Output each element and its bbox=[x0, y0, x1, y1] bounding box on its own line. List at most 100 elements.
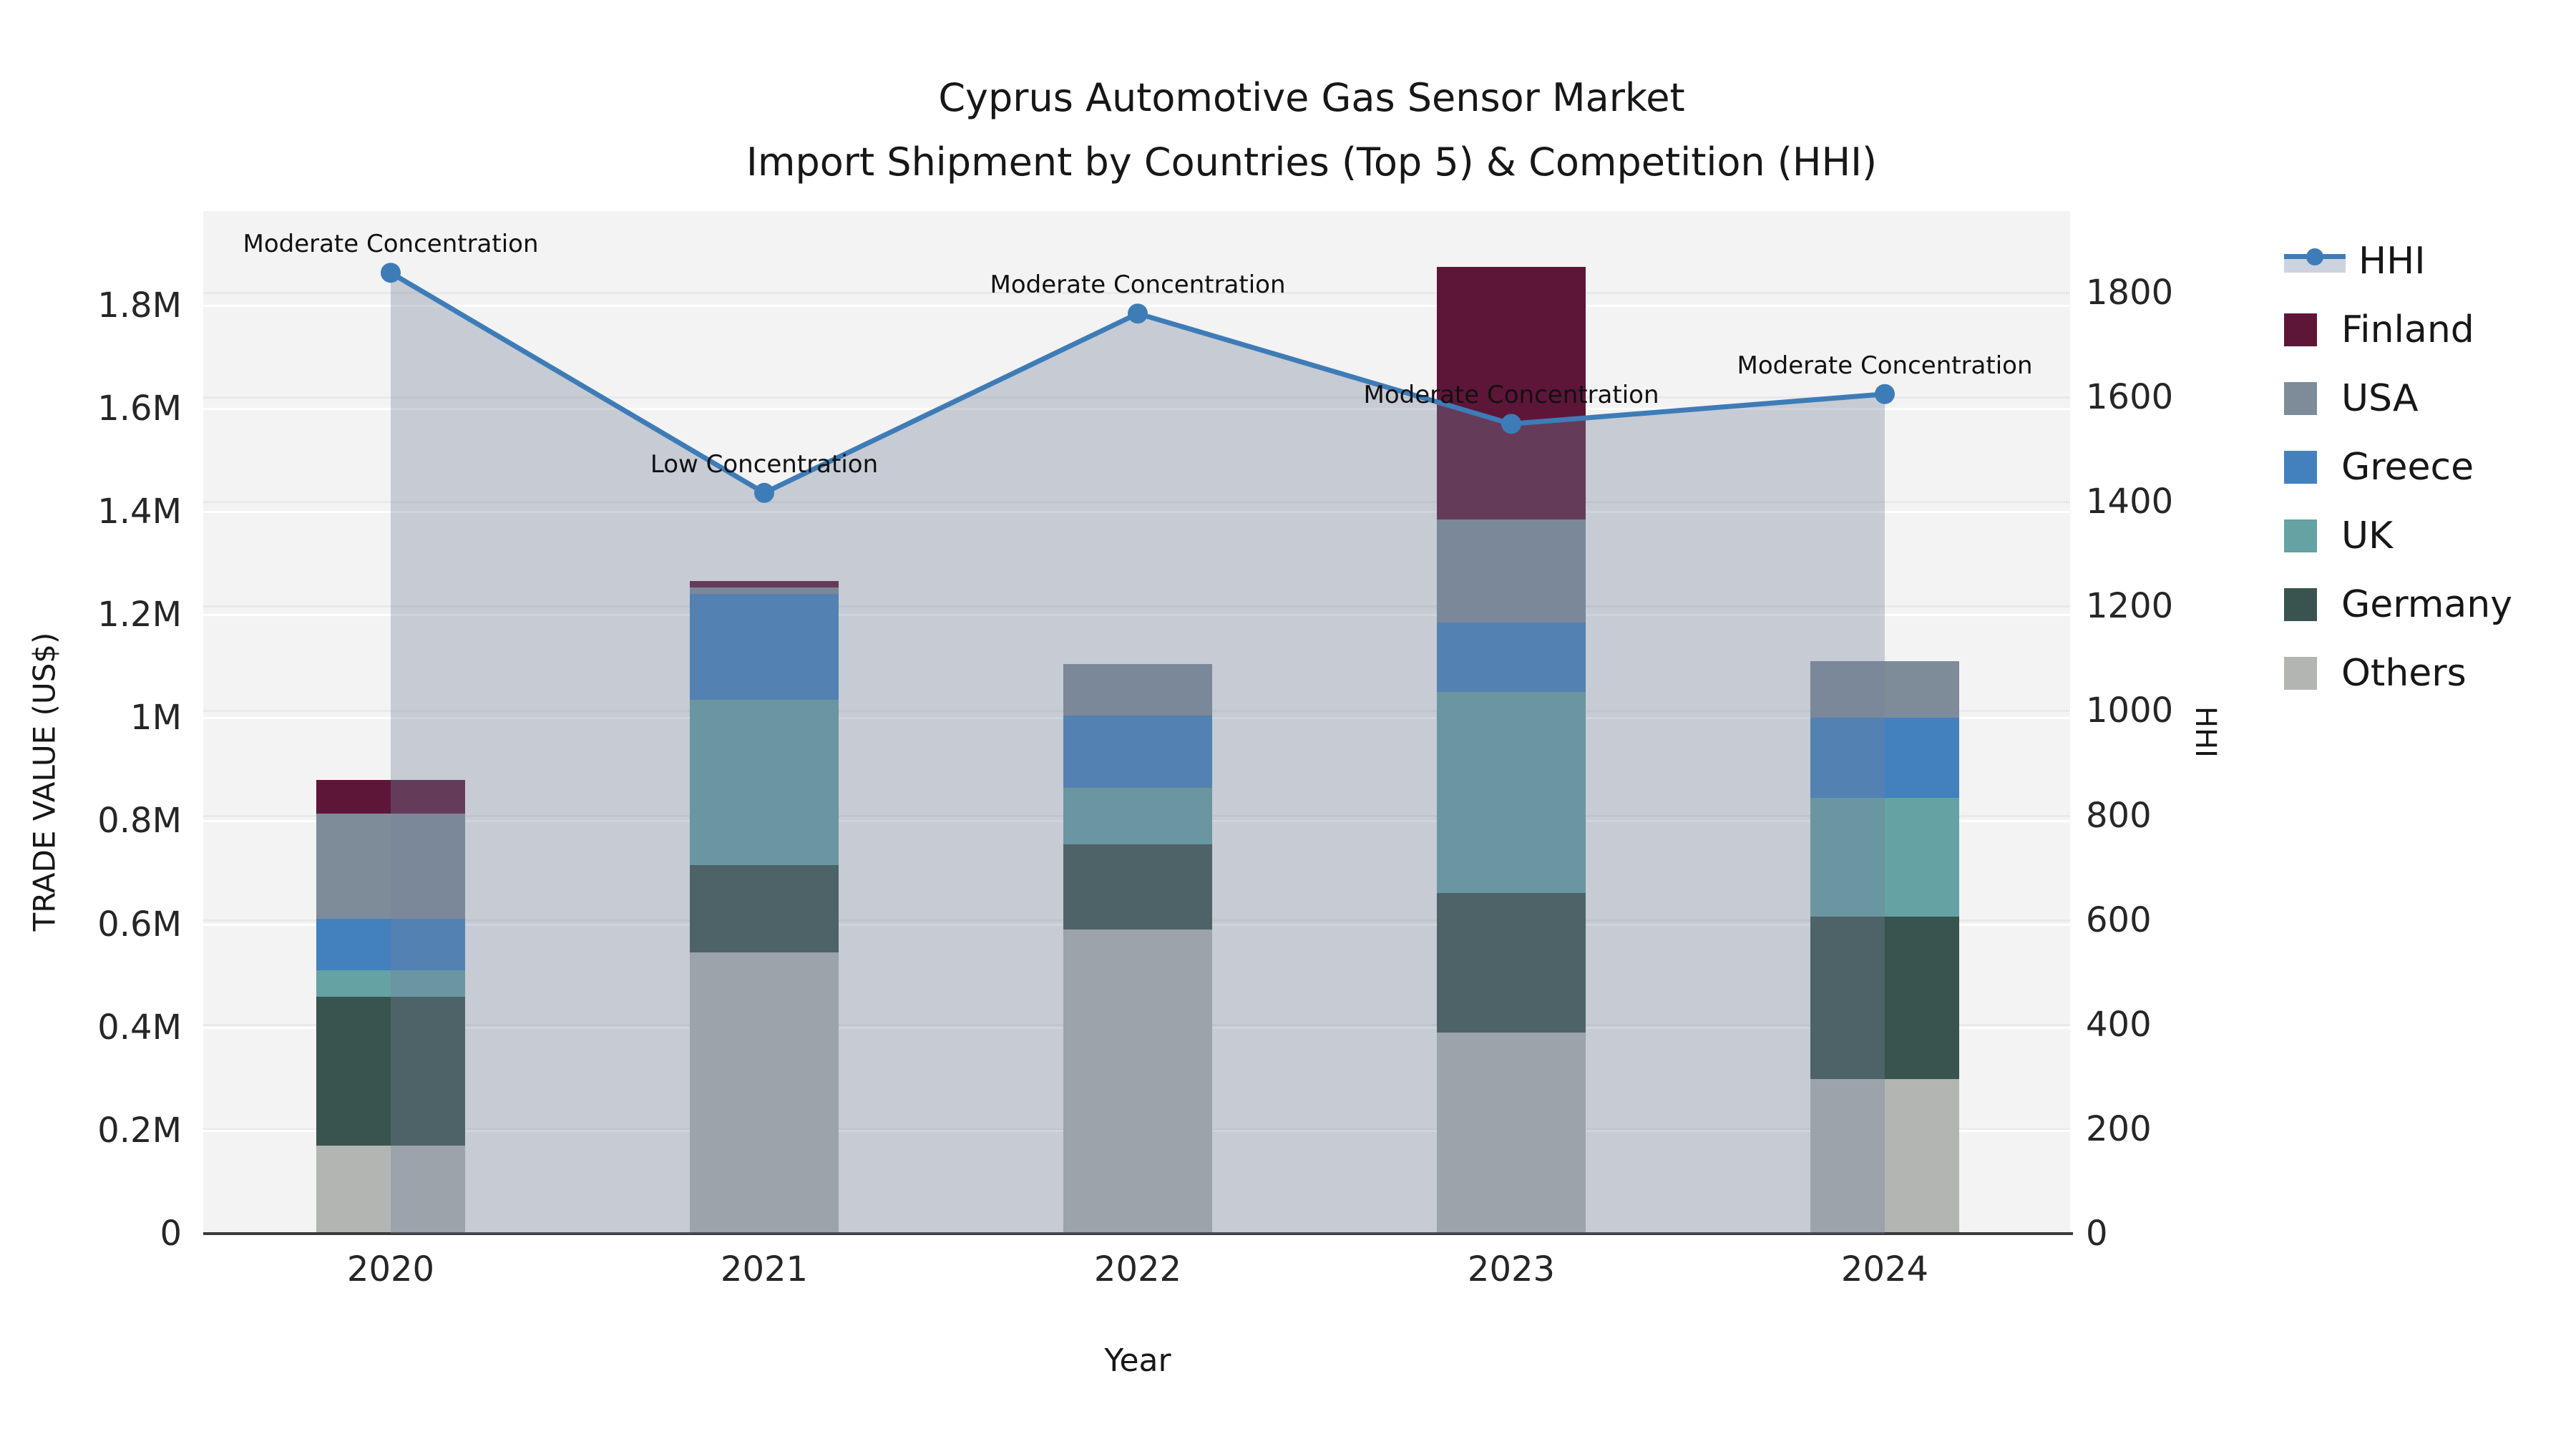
gridline-trade-1.2 bbox=[203, 614, 2070, 617]
bar-segment-2021-germany bbox=[690, 864, 839, 953]
legend-swatch-others bbox=[2284, 657, 2317, 690]
legend: HHI Finland USA Greece UK Germany Others bbox=[2284, 227, 2512, 708]
legend-item-usa: USA bbox=[2284, 364, 2512, 433]
legend-swatch-finland bbox=[2284, 313, 2317, 346]
hhi-annotation-2023: Moderate Concentration bbox=[1363, 381, 1659, 410]
gridline-hhi-1800 bbox=[203, 291, 2070, 294]
bar-segment-2020-usa bbox=[316, 813, 465, 919]
hhi-marker-2022 bbox=[1128, 303, 1148, 324]
bar-segment-2021-greece bbox=[690, 594, 839, 701]
bar-segment-2021-others bbox=[690, 952, 839, 1234]
bar-segment-2021-uk bbox=[690, 700, 839, 865]
gridline-trade-1.4 bbox=[203, 511, 2070, 514]
bar-segment-2022-others bbox=[1063, 929, 1212, 1234]
y-tick-right-1400: 1400 bbox=[2086, 482, 2174, 522]
gridline-hhi-1600 bbox=[203, 396, 2070, 399]
legend-swatch-germany bbox=[2284, 588, 2317, 621]
bar-segment-2023-usa bbox=[1437, 519, 1586, 623]
y-tick-left-0.6M: 0.6M bbox=[97, 904, 182, 945]
y-tick-right-800: 800 bbox=[2086, 795, 2152, 836]
bar-segment-2021-usa bbox=[690, 587, 839, 595]
legend-label-uk: UK bbox=[2341, 514, 2394, 557]
hhi-marker-2023 bbox=[1501, 414, 1521, 434]
x-tick-2020: 2020 bbox=[346, 1249, 435, 1289]
hhi-area-fill bbox=[391, 273, 1885, 1234]
y-tick-right-1600: 1600 bbox=[2086, 377, 2174, 418]
bar-segment-2020-finland bbox=[316, 779, 465, 814]
hhi-marker-2024 bbox=[1875, 384, 1895, 404]
chart-title: Cyprus Automotive Gas Sensor Market Impo… bbox=[746, 66, 1877, 195]
x-axis-label: Year bbox=[1104, 1342, 1171, 1379]
gridline-trade-1.6 bbox=[203, 407, 2070, 410]
x-tick-2023: 2023 bbox=[1467, 1249, 1556, 1289]
bar-segment-2024-uk bbox=[1810, 798, 1959, 917]
bar-segment-2022-usa bbox=[1063, 663, 1212, 716]
x-tick-2021: 2021 bbox=[720, 1249, 809, 1289]
legend-item-uk: UK bbox=[2284, 502, 2512, 570]
bar-segment-2020-germany bbox=[316, 996, 465, 1146]
legend-item-greece: Greece bbox=[2284, 433, 2512, 502]
bar-segment-2022-germany bbox=[1063, 844, 1212, 930]
chart-title-line2: Import Shipment by Countries (Top 5) & C… bbox=[746, 140, 1878, 185]
legend-label-others: Others bbox=[2341, 652, 2467, 695]
legend-item-hhi: HHI bbox=[2284, 227, 2512, 296]
legend-hhi-marker-icon bbox=[2306, 248, 2323, 265]
bar-segment-2020-greece bbox=[316, 919, 465, 971]
legend-item-finland: Finland bbox=[2284, 296, 2512, 364]
hhi-annotation-2022: Moderate Concentration bbox=[990, 270, 1286, 300]
legend-swatch-greece bbox=[2284, 451, 2317, 484]
legend-hhi-area-swatch bbox=[2284, 258, 2346, 273]
y-tick-right-0: 0 bbox=[2086, 1214, 2108, 1254]
x-tick-2022: 2022 bbox=[1093, 1249, 1182, 1289]
y-tick-left-0.8M: 0.8M bbox=[97, 801, 182, 841]
y-tick-left-0: 0 bbox=[160, 1214, 182, 1254]
bar-segment-2024-greece bbox=[1810, 718, 1959, 799]
y-tick-right-200: 200 bbox=[2086, 1108, 2152, 1149]
gridline-hhi-1400 bbox=[203, 501, 2070, 504]
y-tick-left-1M: 1M bbox=[130, 698, 182, 738]
y-tick-right-1800: 1800 bbox=[2086, 272, 2174, 313]
bar-segment-2023-others bbox=[1437, 1032, 1586, 1234]
y-tick-right-1000: 1000 bbox=[2086, 691, 2174, 731]
bar-segment-2020-uk bbox=[316, 970, 465, 997]
y-tick-left-1.6M: 1.6M bbox=[97, 388, 182, 429]
bar-segment-2020-others bbox=[316, 1146, 465, 1234]
x-tick-2024: 2024 bbox=[1840, 1249, 1929, 1289]
bar-segment-2023-germany bbox=[1437, 893, 1586, 1033]
bar-segment-2024-germany bbox=[1810, 916, 1959, 1079]
legend-label-hhi: HHI bbox=[2358, 240, 2426, 283]
legend-label-germany: Germany bbox=[2341, 583, 2513, 626]
hhi-marker-2021 bbox=[754, 482, 774, 503]
hhi-annotation-2021: Low Concentration bbox=[650, 449, 879, 479]
bar-segment-2023-finland bbox=[1437, 266, 1586, 519]
bar-segment-2022-greece bbox=[1063, 715, 1212, 788]
y-tick-left-1.8M: 1.8M bbox=[97, 285, 182, 326]
bar-segment-2022-uk bbox=[1063, 787, 1212, 844]
legend-item-others: Others bbox=[2284, 639, 2512, 708]
y-tick-left-0.4M: 0.4M bbox=[97, 1007, 182, 1048]
legend-label-usa: USA bbox=[2341, 377, 2419, 420]
legend-label-finland: Finland bbox=[2341, 308, 2474, 351]
y-tick-left-1.4M: 1.4M bbox=[97, 492, 182, 532]
plot-area: Moderate Concentration Low Concentration M… bbox=[203, 211, 2070, 1234]
y-tick-left-1.2M: 1.2M bbox=[97, 595, 182, 635]
hhi-annotation-2020: Moderate Concentration bbox=[243, 230, 539, 259]
legend-hhi-line-icon bbox=[2284, 245, 2346, 278]
y-tick-right-400: 400 bbox=[2086, 1004, 2152, 1045]
x-axis-spine bbox=[203, 1232, 2073, 1235]
legend-item-germany: Germany bbox=[2284, 570, 2512, 639]
bar-segment-2023-uk bbox=[1437, 692, 1586, 894]
bar-segment-2024-usa bbox=[1810, 661, 1959, 718]
y-tick-left-0.2M: 0.2M bbox=[97, 1110, 182, 1151]
hhi-annotation-2024: Moderate Concentration bbox=[1737, 351, 2033, 380]
legend-label-greece: Greece bbox=[2341, 446, 2474, 489]
y-tick-right-600: 600 bbox=[2086, 899, 2152, 940]
bar-segment-2024-others bbox=[1810, 1078, 1959, 1234]
bar-segment-2023-greece bbox=[1437, 623, 1586, 693]
chart-title-line1: Cyprus Automotive Gas Sensor Market bbox=[938, 75, 1685, 120]
legend-swatch-uk bbox=[2284, 519, 2317, 552]
hhi-marker-2020 bbox=[381, 263, 401, 283]
y-tick-right-1200: 1200 bbox=[2086, 586, 2174, 627]
hhi-line-layer bbox=[381, 263, 1895, 1234]
